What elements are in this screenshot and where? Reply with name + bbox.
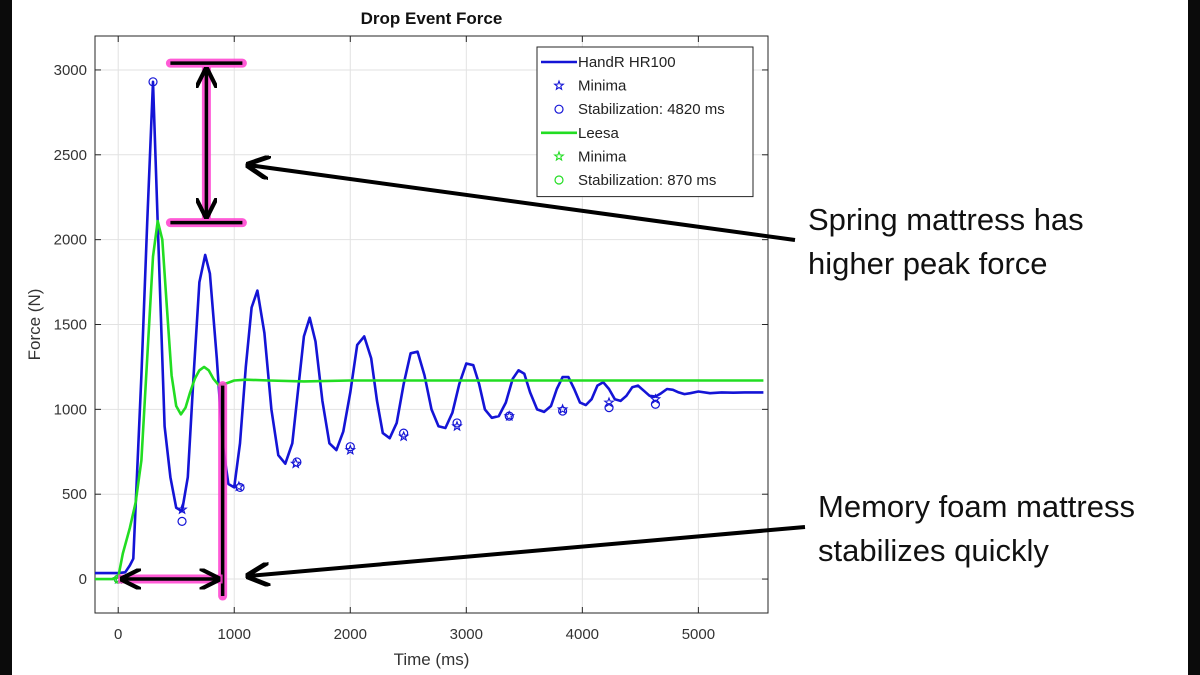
y-tick-label: 2000 xyxy=(54,232,87,249)
legend-swatch-circle xyxy=(554,175,564,185)
point-circle-hr_circle xyxy=(504,411,514,421)
point-circle-hr_circle xyxy=(235,482,245,493)
x-tick-label: 0 xyxy=(114,626,122,643)
x-tick-label: 4000 xyxy=(566,626,599,643)
point-circle-hr_circle xyxy=(558,406,568,416)
pointer-arrow-spring xyxy=(248,165,796,242)
y-tick-label: 500 xyxy=(62,486,87,503)
point-circle-hr_circle xyxy=(604,403,614,413)
x-axis-label: Time (ms) xyxy=(394,650,470,669)
legend-label: Stabilization: 4820 ms xyxy=(578,101,725,118)
y-axis-label: Force (N) xyxy=(25,289,44,361)
annotation-spring-line-2: higher peak force xyxy=(808,246,1048,281)
y-tick-label: 1500 xyxy=(54,317,87,334)
y-tick-label: 3000 xyxy=(54,62,87,79)
annotation-foam-line-2: stabilizes quickly xyxy=(818,533,1049,568)
series-line-hr_line xyxy=(95,80,764,575)
legend-swatch-star xyxy=(553,79,565,91)
point-star-hr_star xyxy=(233,480,245,492)
annotation-spring-peak: Spring mattress has higher peak force xyxy=(808,198,1148,286)
plot-frame xyxy=(94,35,769,614)
point-star-hr_star xyxy=(176,503,188,515)
point-star-hr_star xyxy=(649,393,662,405)
x-tick-label: 1000 xyxy=(218,626,251,643)
legend-label: Stabilization: 870 ms xyxy=(578,172,716,189)
point-star-hr_star xyxy=(603,396,615,408)
point-circle-hr_circle xyxy=(399,428,409,438)
legend-label: Minima xyxy=(578,148,627,165)
point-circle-hr_circle xyxy=(177,516,187,526)
x-tick-label: 3000 xyxy=(450,626,483,643)
y-tick-label: 2500 xyxy=(54,147,87,164)
annotation-foam-line-1: Memory foam mattress xyxy=(818,489,1135,524)
x-tick-label: 2000 xyxy=(334,626,367,643)
annotation-spring-line-1: Spring mattress has xyxy=(808,202,1084,237)
chart-title: Drop Event Force xyxy=(361,9,503,28)
legend-label: Leesa xyxy=(578,125,620,142)
legend-box xyxy=(536,46,754,198)
y-tick-label: 0 xyxy=(79,571,87,588)
point-circle-hr_circle xyxy=(345,442,355,452)
legend-label: HandR HR100 xyxy=(578,54,676,71)
x-tick-label: 5000 xyxy=(682,626,715,643)
y-tick-label: 1000 xyxy=(54,401,87,418)
point-circle-hr_circle xyxy=(292,457,302,467)
legend-swatch-circle xyxy=(554,104,564,114)
point-circle-hr_circle xyxy=(650,399,661,409)
legend-swatch-star xyxy=(553,150,565,162)
slide-edge-right xyxy=(1188,0,1200,675)
pointer-arrow-foam xyxy=(248,525,806,576)
series-line-le_line xyxy=(95,219,764,581)
annotation-foam-stabilize: Memory foam mattress stabilizes quickly xyxy=(818,485,1188,573)
point-circle-hr_circle xyxy=(452,418,462,428)
legend-label: Minima xyxy=(578,78,627,95)
point-circle-hr_circle xyxy=(148,77,158,87)
slide-edge-left xyxy=(0,0,12,675)
